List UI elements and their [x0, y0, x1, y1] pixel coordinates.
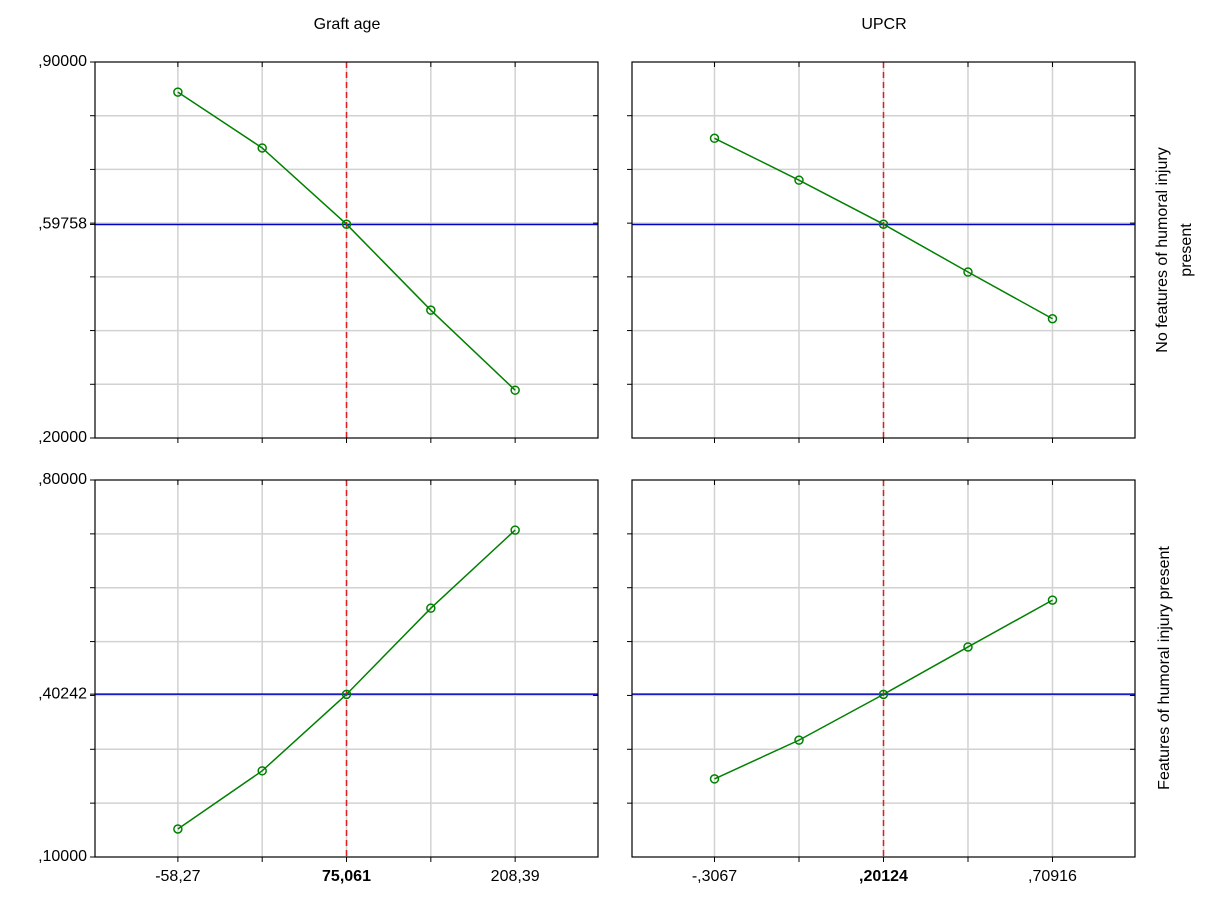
y-tick-label: ,20000: [38, 429, 87, 446]
data-point: [1047, 314, 1058, 324]
plot-frame: [631, 479, 1136, 858]
series-line: [714, 137, 1053, 320]
y-tick-label: ,80000: [38, 471, 87, 488]
x-tick-label: ,20124: [859, 868, 908, 885]
column-title: Graft age: [314, 16, 381, 33]
plot-frame: [631, 61, 1136, 439]
data-point: [341, 689, 352, 700]
x-tick-label: 208,39: [491, 868, 540, 885]
plot-frame: [94, 479, 599, 858]
data-point: [257, 766, 267, 776]
plot-frame: [94, 61, 599, 439]
data-point: [426, 603, 436, 613]
row-title: No features of humoral injury present: [1154, 147, 1195, 352]
data-point: [173, 824, 183, 834]
y-tick-label: ,40242: [38, 685, 87, 702]
row-title-line: present: [1178, 223, 1195, 277]
series-line: [177, 91, 516, 391]
column-title: UPCR: [861, 16, 906, 33]
x-tick-label: -,3067: [692, 868, 737, 885]
data-point: [510, 385, 520, 395]
series-line: [714, 599, 1053, 780]
data-point: [1047, 595, 1058, 605]
data-point: [963, 267, 973, 277]
data-point: [709, 133, 720, 144]
data-point: [257, 143, 267, 153]
data-point: [878, 689, 889, 700]
x-tick-label: ,70916: [1028, 868, 1077, 885]
data-point: [510, 525, 520, 535]
series-line: [177, 529, 516, 830]
data-point: [794, 175, 804, 185]
data-point: [173, 87, 183, 97]
x-tick-label: -58,27: [155, 868, 200, 885]
data-point: [963, 642, 973, 652]
data-point: [878, 219, 889, 229]
row-title: Features of humoral injury present: [1156, 546, 1173, 790]
data-point: [794, 735, 804, 745]
data-point: [426, 305, 436, 315]
data-point: [709, 774, 720, 784]
x-tick-label: 75,061: [322, 868, 371, 885]
y-tick-label: ,10000: [38, 848, 87, 865]
y-tick-label: ,59758: [38, 216, 87, 233]
row-title-line: No features of humoral injury: [1154, 147, 1171, 352]
data-point: [341, 219, 352, 229]
y-tick-label: ,90000: [38, 53, 87, 70]
